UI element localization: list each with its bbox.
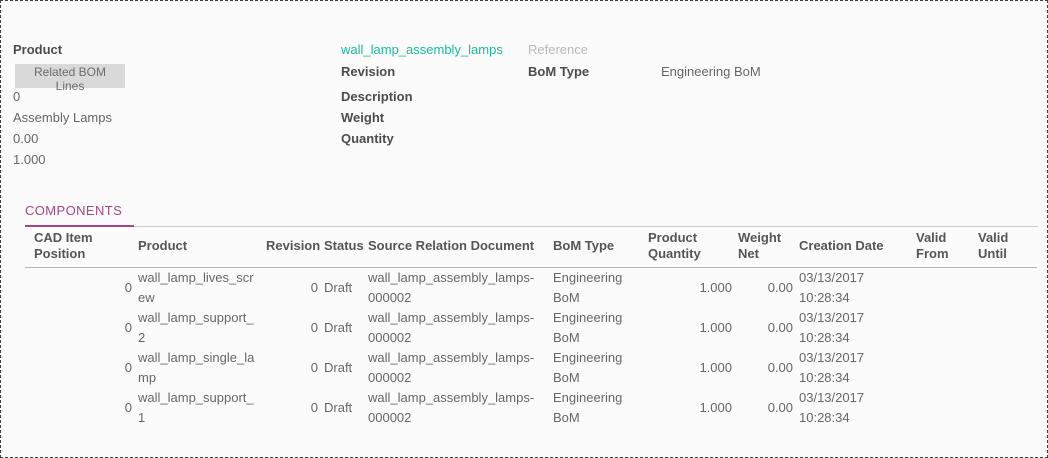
components-table: CAD Item Position Product Revision Statu… [25, 224, 1037, 428]
cell-creation-date: 03/13/2017 10:28:34 [799, 270, 865, 305]
cell-valid-from [916, 388, 978, 428]
cell-status: Draft [324, 320, 353, 335]
cell-cad-item-position: 0 [124, 320, 132, 335]
cell-valid-until [978, 268, 1037, 309]
cell-valid-until [978, 348, 1037, 388]
left-value-2: Assembly Lamps [13, 110, 112, 125]
cell-source-relation-document: wall_lamp_assembly_lamps-000002 [368, 310, 535, 345]
cell-source-relation-document: wall_lamp_assembly_lamps-000002 [368, 350, 535, 385]
cell-weight-net: 0.00 [767, 320, 793, 335]
cell-valid-until [978, 308, 1037, 348]
col-header-cad-item-position: CAD Item Position [25, 224, 138, 268]
col-header-product-quantity: Product Quantity [648, 224, 738, 268]
cell-bom-type: Engineering BoM [553, 350, 623, 385]
cell-revision: 0 [310, 320, 318, 335]
cell-valid-from [916, 308, 978, 348]
cell-valid-until [978, 388, 1037, 428]
table-row[interactable]: 0 wall_lamp_lives_screw 0 Draft wall_lamp_as… [25, 268, 1037, 309]
col-header-status: Status [324, 224, 368, 268]
left-value-1: 0 [13, 89, 21, 104]
product-label: Product [13, 42, 63, 57]
cell-product: wall_lamp_single_lamp [138, 350, 255, 385]
cell-cad-item-position: 0 [124, 280, 132, 295]
cell-weight-net: 0.00 [767, 360, 793, 375]
left-value-3: 0.00 [13, 131, 39, 146]
cell-status: Draft [324, 400, 353, 415]
cell-bom-type: Engineering BoM [553, 270, 623, 305]
cell-bom-type: Engineering BoM [553, 390, 623, 425]
quantity-label: Quantity [341, 131, 394, 146]
table-row[interactable]: 0 wall_lamp_support_2 0 Draft wall_lamp_asse… [25, 308, 1037, 348]
cell-cad-item-position: 0 [124, 400, 132, 415]
cell-product-quantity: 1.000 [699, 320, 732, 335]
cell-product-quantity: 1.000 [699, 280, 732, 295]
col-header-bom-type: BoM Type [553, 224, 648, 268]
cell-creation-date: 03/13/2017 10:28:34 [799, 350, 865, 385]
cell-valid-from [916, 268, 978, 309]
cell-revision: 0 [310, 400, 318, 415]
cell-product-quantity: 1.000 [699, 400, 732, 415]
components-table-body: 0 wall_lamp_lives_screw 0 Draft wall_lamp_as… [25, 268, 1037, 429]
cell-status: Draft [324, 360, 353, 375]
cell-product: wall_lamp_lives_screw [138, 270, 254, 305]
cell-source-relation-document: wall_lamp_assembly_lamps-000002 [368, 390, 535, 425]
table-row[interactable]: 0 wall_lamp_support_1 0 Draft wall_lamp_asse… [25, 388, 1037, 428]
bom-type-value: Engineering BoM [661, 64, 761, 79]
col-header-valid-from: Valid From [916, 224, 978, 268]
table-row[interactable]: 0 wall_lamp_single_lamp 0 Draft wall_lamp_as… [25, 348, 1037, 388]
cell-revision: 0 [310, 280, 318, 295]
col-header-valid-until: Valid Until [978, 224, 1037, 268]
cell-revision: 0 [310, 360, 318, 375]
cell-weight-net: 0.00 [767, 280, 793, 295]
cell-product: wall_lamp_support_1 [138, 390, 254, 425]
cell-bom-type: Engineering BoM [553, 310, 623, 345]
cell-source-relation-document: wall_lamp_assembly_lamps-000002 [368, 270, 535, 305]
related-bom-lines-button[interactable]: Related BOM Lines [15, 64, 125, 93]
description-label: Description [341, 89, 413, 104]
col-header-weight-net: Weight Net [738, 224, 799, 268]
weight-label: Weight [341, 110, 385, 125]
cell-creation-date: 03/13/2017 10:28:34 [799, 310, 865, 345]
col-header-product: Product [138, 224, 266, 268]
cell-valid-from [916, 348, 978, 388]
bom-type-label: BoM Type [528, 64, 590, 79]
cell-weight-net: 0.00 [767, 400, 793, 415]
col-header-source-relation-document: Source Relation Document [368, 224, 553, 268]
table-header-row: CAD Item Position Product Revision Statu… [25, 224, 1037, 268]
col-header-revision: Revision [266, 224, 324, 268]
product-name-link[interactable]: wall_lamp_assembly_lamps [341, 42, 503, 57]
revision-label: Revision [341, 64, 396, 79]
cell-product-quantity: 1.000 [699, 360, 732, 375]
cell-cad-item-position: 0 [124, 360, 132, 375]
cell-status: Draft [324, 280, 353, 295]
cell-creation-date: 03/13/2017 10:28:34 [799, 390, 865, 425]
cell-product: wall_lamp_support_2 [138, 310, 254, 345]
left-value-4: 1.000 [13, 152, 46, 167]
reference-label: Reference [528, 42, 588, 57]
col-header-creation-date: Creation Date [799, 224, 916, 268]
